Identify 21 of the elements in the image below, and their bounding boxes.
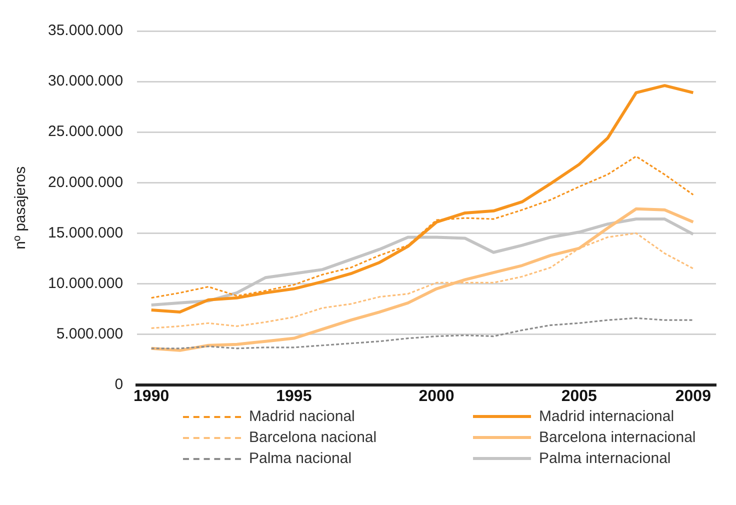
legend-label: Palma nacional (249, 450, 352, 467)
x-tick-label: 2005 (561, 388, 598, 405)
x-tick-label: 1995 (276, 388, 312, 405)
y-tick-label: 15.000.000 (48, 224, 124, 242)
line-series (150, 317, 694, 350)
y-tick-label: 30.000.000 (48, 72, 124, 90)
x-tick-label: 2009 (675, 388, 712, 405)
y-tick-label: 25.000.000 (48, 123, 124, 140)
y-tick-label: 5.000.000 (56, 325, 124, 342)
y-tick-label: 20.000.000 (48, 174, 124, 191)
y-tick-label: 0 (114, 376, 124, 393)
y-tick-label: 35.000.000 (48, 22, 124, 40)
legend-label: Barcelona nacional (249, 429, 377, 446)
legend-label: Barcelona internacional (539, 429, 696, 446)
legend-label: Palma internacional (539, 450, 671, 467)
legend-label: Madrid internacional (539, 408, 674, 425)
y-axis-title: nº pasajeros (12, 166, 30, 250)
y-tick-label: 10.000.000 (48, 274, 124, 292)
legend-label: Madrid nacional (249, 408, 355, 425)
x-tick-label: 2000 (418, 388, 454, 405)
x-tick-label: 1990 (134, 388, 170, 405)
